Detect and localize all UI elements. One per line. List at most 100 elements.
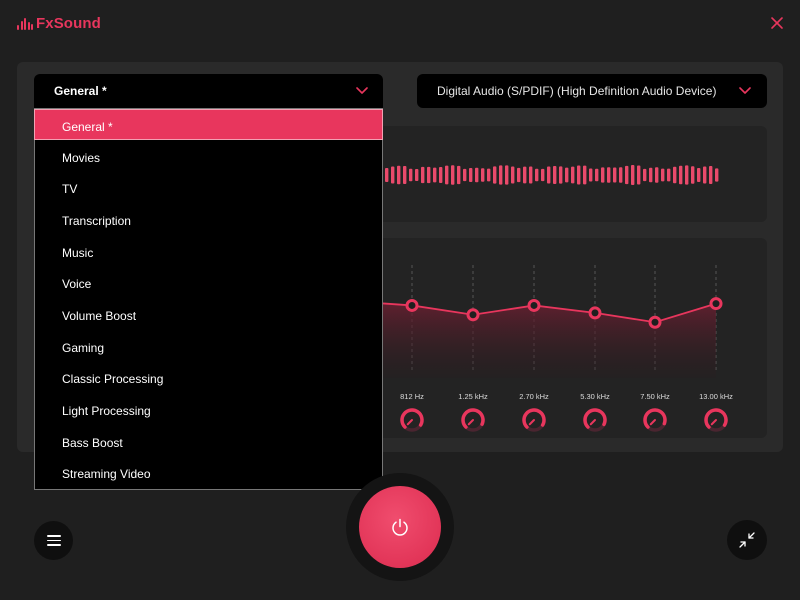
menu-button[interactable] bbox=[34, 521, 73, 560]
eq-band-knob[interactable] bbox=[581, 406, 609, 434]
preset-option-movies[interactable]: Movies bbox=[35, 141, 382, 172]
visualizer-bar bbox=[451, 165, 455, 185]
knob-dial-icon bbox=[522, 408, 546, 432]
eq-band-handle[interactable] bbox=[709, 297, 723, 311]
preset-option-label: TV bbox=[62, 182, 78, 196]
visualizer-bar bbox=[649, 167, 653, 183]
visualizer-bar bbox=[673, 166, 677, 184]
eq-band-knob[interactable] bbox=[398, 406, 426, 434]
visualizer-bar bbox=[685, 165, 689, 185]
visualizer-bar bbox=[391, 166, 395, 184]
preset-option-transcription[interactable]: Transcription bbox=[35, 204, 382, 235]
minimize-view-button[interactable] bbox=[727, 520, 767, 560]
visualizer-bar bbox=[547, 166, 551, 184]
visualizer-bar bbox=[427, 166, 431, 184]
visualizer-bar bbox=[571, 166, 575, 184]
preset-option-tv[interactable]: TV bbox=[35, 172, 382, 203]
visualizer-bar bbox=[715, 168, 719, 182]
visualizer-bar bbox=[397, 165, 401, 185]
eq-band-knob[interactable] bbox=[459, 406, 487, 434]
eq-band-frequency-label: 2.70 kHz bbox=[519, 392, 549, 401]
visualizer-bar bbox=[553, 166, 557, 184]
app-logo: FxSound bbox=[17, 15, 101, 32]
preset-option-light-processing[interactable]: Light Processing bbox=[35, 394, 382, 425]
visualizer-bar bbox=[433, 167, 437, 183]
visualizer-bar bbox=[475, 167, 479, 183]
preset-option-classic-processing[interactable]: Classic Processing bbox=[35, 362, 382, 393]
visualizer-bar bbox=[559, 166, 563, 184]
preset-dropdown-menu: General * Movies TV Transcription Music … bbox=[34, 108, 383, 490]
visualizer-bar bbox=[439, 166, 443, 184]
preset-option-label: Volume Boost bbox=[62, 309, 137, 323]
visualizer-bar bbox=[589, 168, 593, 182]
knob-dial-icon bbox=[461, 408, 485, 432]
visualizer-bar bbox=[493, 166, 497, 184]
visualizer-bar bbox=[403, 166, 407, 184]
preset-select[interactable]: General * bbox=[34, 74, 383, 108]
close-button[interactable] bbox=[768, 14, 786, 32]
visualizer-bar bbox=[505, 165, 509, 185]
knob-dial-icon bbox=[583, 408, 607, 432]
visualizer-bar bbox=[517, 167, 521, 183]
visualizer-bar bbox=[697, 168, 701, 182]
visualizer-bar bbox=[613, 167, 617, 183]
preset-option-streaming-video[interactable]: Streaming Video bbox=[35, 457, 382, 488]
eq-band-knob[interactable] bbox=[702, 406, 730, 434]
preset-option-music[interactable]: Music bbox=[35, 236, 382, 267]
knob-dial-icon bbox=[643, 408, 667, 432]
preset-select-label: General * bbox=[54, 84, 107, 98]
output-device-select[interactable]: Digital Audio (S/PDIF) (High Definition … bbox=[417, 74, 767, 108]
visualizer-bar bbox=[607, 167, 611, 183]
preset-option-label: Music bbox=[62, 246, 94, 260]
preset-option-label: Transcription bbox=[62, 214, 131, 228]
visualizer-bar bbox=[667, 168, 671, 182]
eq-band-knob[interactable] bbox=[520, 406, 548, 434]
title-bar: FxSound bbox=[0, 0, 800, 46]
knob-dial-icon bbox=[400, 408, 424, 432]
eq-band-frequency-label: 7.50 kHz bbox=[640, 392, 670, 401]
preset-option-bass-boost[interactable]: Bass Boost bbox=[35, 426, 382, 457]
preset-option-gaming[interactable]: Gaming bbox=[35, 331, 382, 362]
eq-band-frequency-label: 812 Hz bbox=[400, 392, 424, 401]
eq-band-handle[interactable] bbox=[466, 308, 480, 322]
eq-band-frequency-label: 5.30 kHz bbox=[580, 392, 610, 401]
collapse-arrows-icon bbox=[739, 532, 755, 548]
eq-band-handle[interactable] bbox=[405, 298, 419, 312]
app-name: FxSound bbox=[36, 15, 101, 32]
preset-option-general[interactable]: General * bbox=[34, 109, 383, 140]
close-icon bbox=[771, 17, 783, 29]
eq-band-handle[interactable] bbox=[588, 306, 602, 320]
preset-option-label: Gaming bbox=[62, 341, 105, 355]
visualizer-bar bbox=[583, 165, 587, 185]
visualizer-bar bbox=[511, 166, 515, 184]
visualizer-bar bbox=[655, 167, 659, 183]
preset-option-label: Voice bbox=[62, 277, 92, 291]
chevron-down-icon bbox=[356, 87, 368, 94]
visualizer-bar bbox=[523, 166, 527, 184]
visualizer-bar bbox=[481, 168, 485, 182]
visualizer-bar bbox=[661, 168, 665, 182]
visualizer-bar bbox=[529, 166, 533, 184]
power-button[interactable] bbox=[359, 486, 441, 568]
preset-option-volume-boost[interactable]: Volume Boost bbox=[35, 299, 382, 330]
visualizer-bar bbox=[643, 168, 647, 182]
eq-band-knob[interactable] bbox=[641, 406, 669, 434]
visualizer-bar bbox=[535, 168, 539, 182]
eq-band-handle[interactable] bbox=[527, 298, 541, 312]
visualizer-bar bbox=[703, 166, 707, 184]
visualizer-bar bbox=[469, 167, 473, 183]
visualizer-bar bbox=[541, 168, 545, 182]
preset-option-voice[interactable]: Voice bbox=[35, 267, 382, 298]
power-icon bbox=[392, 518, 408, 536]
visualizer-bar bbox=[631, 165, 635, 185]
visualizer-bar bbox=[637, 165, 641, 185]
audio-visualizer bbox=[385, 165, 719, 185]
visualizer-bar bbox=[625, 165, 629, 185]
visualizer-bar bbox=[499, 165, 503, 185]
output-device-label: Digital Audio (S/PDIF) (High Definition … bbox=[437, 84, 717, 98]
visualizer-bar bbox=[595, 168, 599, 182]
eq-band-handle[interactable] bbox=[648, 315, 662, 329]
visualizer-bar bbox=[619, 167, 623, 183]
visualizer-bar bbox=[487, 168, 491, 182]
